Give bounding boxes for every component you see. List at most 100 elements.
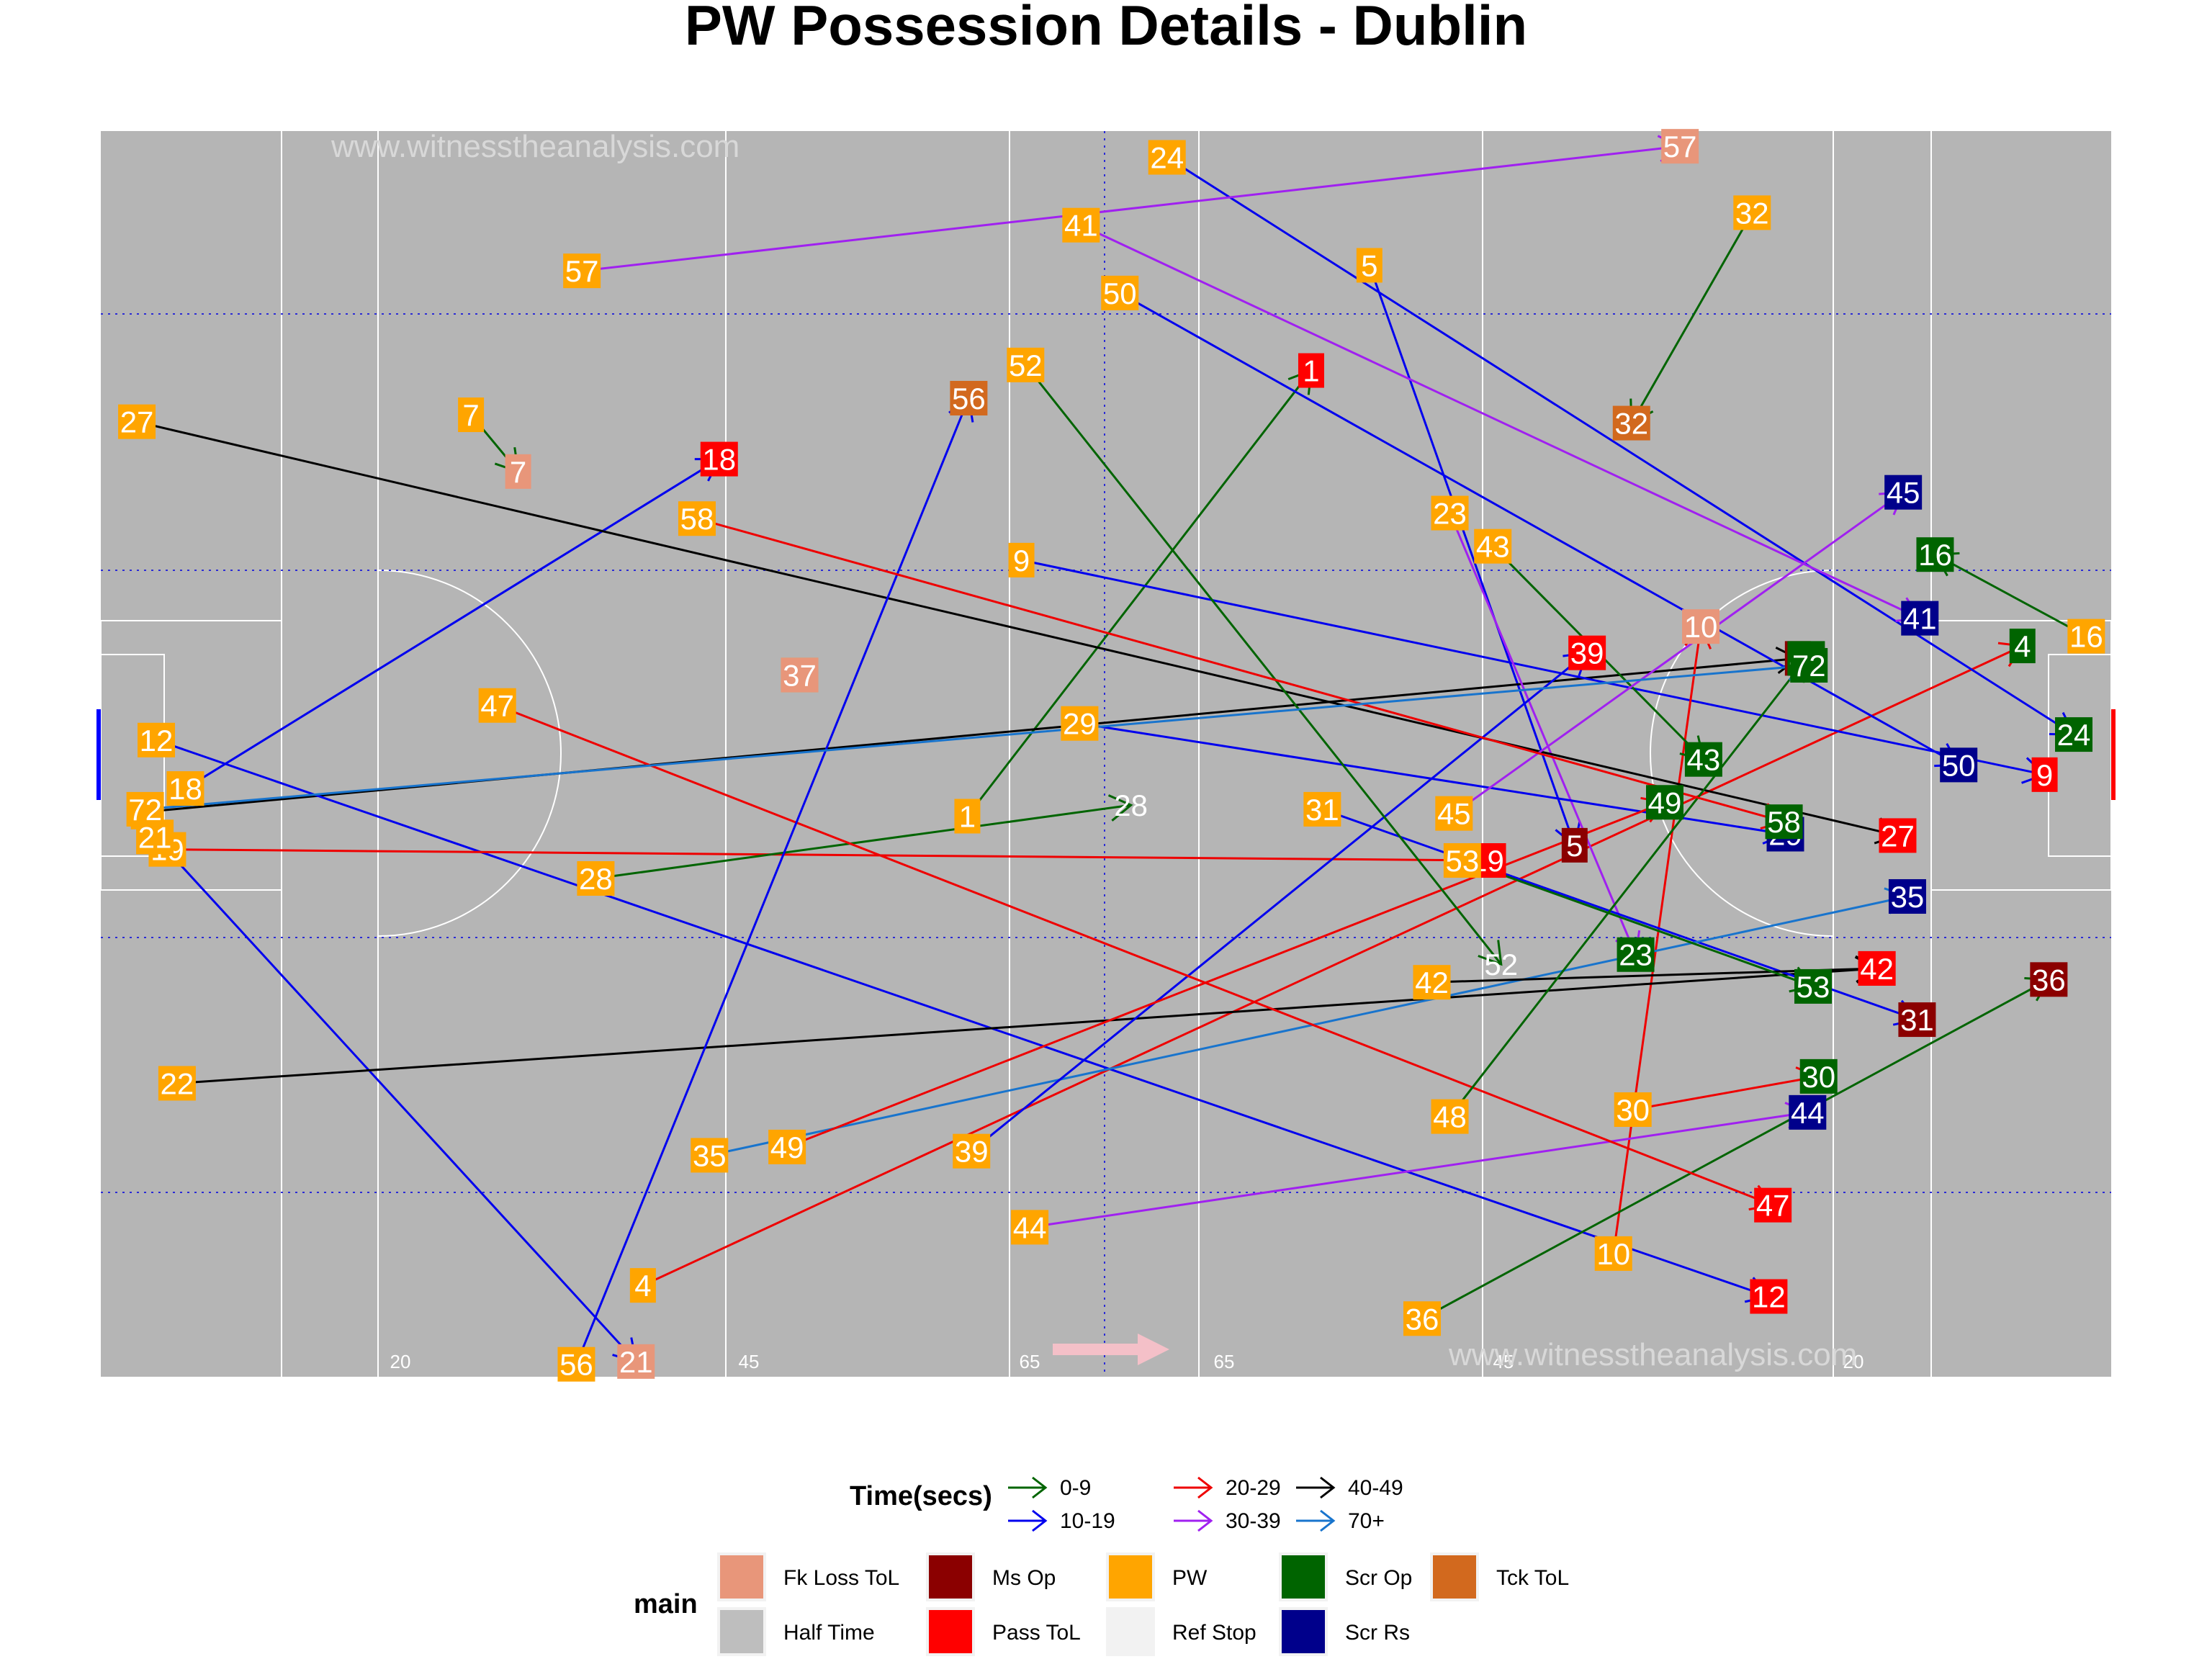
legend-main-title: main <box>634 1589 698 1619</box>
point-label: 42 <box>1415 966 1449 999</box>
legend-main-swatch <box>1282 1555 1325 1599</box>
point-label: 5 <box>1361 248 1377 282</box>
point-marker <box>158 1066 196 1101</box>
point-label: 18 <box>168 772 202 806</box>
point-marker <box>577 861 615 896</box>
point-marker <box>1413 965 1451 1000</box>
legend-time-arrow <box>1320 1476 1336 1499</box>
possession-line <box>1453 491 1905 814</box>
point-marker <box>1303 791 1341 827</box>
possession-line <box>145 664 1809 811</box>
legend-main-items: Fk Loss ToL Half Time Ms Op Pass ToL PW Ref S… <box>717 1552 1569 1656</box>
point-label: 31 <box>1900 1003 1934 1037</box>
legend-time-title: Time(secs) <box>850 1481 992 1511</box>
point-label: 44 <box>1791 1096 1825 1130</box>
legend-main-swatch <box>1109 1610 1152 1653</box>
point-marker <box>2009 629 2036 664</box>
legend-main-swatch <box>1109 1555 1152 1599</box>
point-marker <box>950 380 988 415</box>
watermark-bottom: www.witnesstheanalysis.com <box>1448 1337 1857 1372</box>
point-label: 7 <box>510 455 526 489</box>
legend-main-swatch <box>720 1610 763 1653</box>
point-label: 47 <box>480 689 514 723</box>
point-label: 52 <box>1484 948 1518 981</box>
possession-line <box>1421 979 2050 1320</box>
possession-line <box>136 421 1898 837</box>
point-label: 41 <box>1903 602 1937 636</box>
point-label: 44 <box>1013 1210 1047 1244</box>
point-label: 10 <box>1596 1237 1630 1271</box>
point-label: 22 <box>161 1066 194 1100</box>
x-axis-ticks: 20 45 65 65 45 20 <box>390 1351 1864 1372</box>
point-label: 23 <box>1433 497 1467 531</box>
point-marker <box>617 1344 655 1379</box>
possession-arrowhead <box>1478 940 1503 966</box>
tick-label: 65 <box>1214 1351 1235 1372</box>
tick-label: 20 <box>390 1351 411 1372</box>
legend-main-label: PW <box>1172 1566 1208 1590</box>
point-label: 1 <box>959 800 976 834</box>
pitch-dotted-lines <box>101 131 2111 1377</box>
point-label: 9 <box>2036 758 2053 792</box>
point-label: 18 <box>702 443 736 477</box>
point-label: 36 <box>1406 1302 1439 1336</box>
chart-title: PW Possession Details - Dublin <box>685 0 1527 57</box>
point-marker <box>1898 1002 1936 1038</box>
legend-time-arrow <box>1032 1509 1048 1532</box>
point-marker <box>781 657 819 693</box>
point-label: 31 <box>1305 793 1339 827</box>
possession-line <box>1632 1075 1819 1111</box>
point-marker <box>1614 1092 1652 1128</box>
point-label: 23 <box>1619 938 1653 972</box>
point-label: 39 <box>1570 637 1604 670</box>
point-label: 7 <box>462 398 479 432</box>
point-label: 58 <box>1767 805 1801 839</box>
legend-time-arrow <box>1032 1476 1048 1499</box>
point-marker <box>1750 1279 1788 1314</box>
tick-label: 20 <box>1843 1351 1864 1372</box>
point-marker <box>1645 785 1683 820</box>
possession-line <box>1119 292 1959 766</box>
possession-line <box>176 967 1877 1084</box>
point-marker <box>1754 1187 1792 1223</box>
legend-time-label: 30-39 <box>1226 1509 1281 1533</box>
possession-line <box>786 801 1665 1148</box>
point-label: 45 <box>1887 476 1920 510</box>
point-label: 49 <box>1648 786 1682 819</box>
direction-arrow <box>1053 1334 1169 1365</box>
point-marker <box>1431 1099 1469 1134</box>
legend-time-arrow <box>1197 1509 1213 1532</box>
point-label: 72 <box>128 793 162 827</box>
possession-line <box>1449 657 1807 1118</box>
possession-line <box>1029 1111 1808 1228</box>
legend-main-label: Scr Op <box>1345 1566 1412 1590</box>
possession-line <box>184 458 720 790</box>
legend-time-label: 0-9 <box>1060 1476 1091 1500</box>
possession-line <box>966 369 1313 817</box>
possession-line <box>1934 553 2087 637</box>
point-marker <box>700 441 738 477</box>
point-marker <box>1062 207 1100 243</box>
possession-line <box>1166 156 2074 736</box>
point-label: 35 <box>693 1138 727 1172</box>
possession-line <box>696 517 1784 823</box>
legend-main-label: Pass ToL <box>992 1621 1081 1645</box>
point-marker <box>629 1268 656 1303</box>
point-label: 50 <box>1942 748 1976 782</box>
point-marker <box>1799 1058 1838 1094</box>
point-marker <box>1561 827 1588 863</box>
point-label: 16 <box>2069 620 2103 654</box>
possession-line <box>1021 559 2045 776</box>
legend-main-label: Ref Stop <box>1172 1621 1256 1645</box>
possession-line <box>575 397 970 1365</box>
legend-main-swatch <box>929 1555 972 1599</box>
point-marker <box>1790 647 1828 683</box>
point-marker <box>1148 140 1186 175</box>
point-label: 5 <box>1566 829 1583 863</box>
legend-time-label: 70+ <box>1348 1509 1385 1533</box>
pitch: 20 45 65 65 45 20 www.witnesstheanalysis… <box>96 129 2116 1377</box>
legend-main-label: Fk Loss ToL <box>783 1566 899 1590</box>
point-marker <box>954 799 981 834</box>
point-marker <box>2067 619 2105 654</box>
point-label: 58 <box>680 502 714 536</box>
